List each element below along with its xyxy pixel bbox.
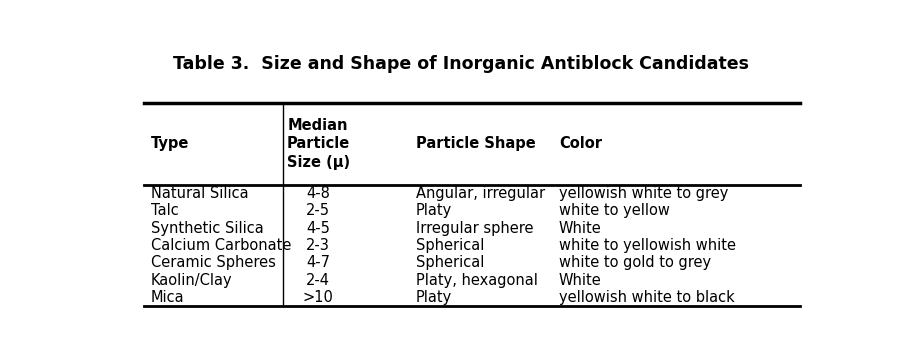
Text: 4-8: 4-8: [306, 186, 330, 201]
Text: yellowish white to grey: yellowish white to grey: [559, 186, 728, 201]
Text: 2-5: 2-5: [306, 203, 330, 218]
Text: Median
Particle
Size (μ): Median Particle Size (μ): [286, 118, 350, 170]
Text: Particle Shape: Particle Shape: [416, 136, 536, 151]
Text: white to yellowish white: white to yellowish white: [559, 238, 736, 253]
Text: Spherical: Spherical: [416, 256, 484, 271]
Text: Natural Silica: Natural Silica: [151, 186, 248, 201]
Text: Angular, irregular: Angular, irregular: [416, 186, 545, 201]
Text: Platy, hexagonal: Platy, hexagonal: [416, 273, 538, 288]
Text: Synthetic Silica: Synthetic Silica: [151, 221, 264, 236]
Text: yellowish white to black: yellowish white to black: [559, 290, 734, 305]
Text: Kaolin/Clay: Kaolin/Clay: [151, 273, 232, 288]
Text: Calcium Carbonate: Calcium Carbonate: [151, 238, 292, 253]
Text: Spherical: Spherical: [416, 238, 484, 253]
Text: Mica: Mica: [151, 290, 184, 305]
Text: White: White: [559, 221, 602, 236]
Text: 2-4: 2-4: [306, 273, 330, 288]
Text: Platy: Platy: [416, 203, 452, 218]
Text: Platy: Platy: [416, 290, 452, 305]
Text: Irregular sphere: Irregular sphere: [416, 221, 534, 236]
Text: >10: >10: [302, 290, 334, 305]
Text: Table 3.  Size and Shape of Inorganic Antiblock Candidates: Table 3. Size and Shape of Inorganic Ant…: [173, 55, 749, 73]
Text: Talc: Talc: [151, 203, 178, 218]
Text: Ceramic Spheres: Ceramic Spheres: [151, 256, 275, 271]
Text: 4-5: 4-5: [306, 221, 330, 236]
Text: 2-3: 2-3: [306, 238, 330, 253]
Text: 4-7: 4-7: [306, 256, 330, 271]
Text: white to yellow: white to yellow: [559, 203, 670, 218]
Text: white to gold to grey: white to gold to grey: [559, 256, 711, 271]
Text: Type: Type: [151, 136, 189, 151]
Text: Color: Color: [559, 136, 602, 151]
Text: White: White: [559, 273, 602, 288]
